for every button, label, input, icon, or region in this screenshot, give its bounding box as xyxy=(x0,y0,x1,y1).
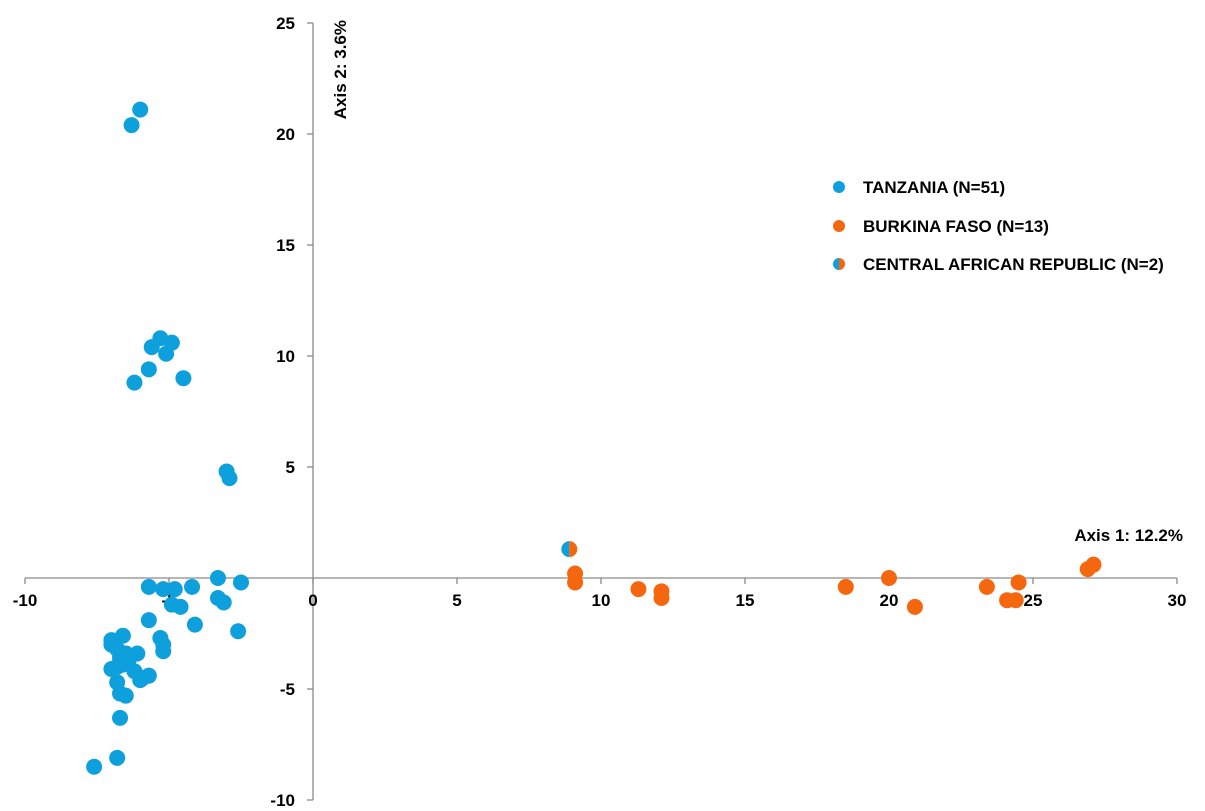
data-point xyxy=(166,581,183,598)
data-point xyxy=(567,574,584,591)
data-point xyxy=(209,570,226,586)
data-point-left-half xyxy=(561,541,570,558)
data-point xyxy=(221,470,238,487)
data-point xyxy=(109,749,126,766)
x-tick-label: 5 xyxy=(452,591,461,610)
data-point xyxy=(132,101,149,118)
legend-label: BURKINA FASO (N=13) xyxy=(863,217,1049,236)
x-tick-label: 0 xyxy=(308,591,317,610)
x-tick-label: 30 xyxy=(1168,591,1187,610)
data-point xyxy=(978,578,995,595)
axes xyxy=(24,22,1178,801)
x-tick-label: 15 xyxy=(736,591,755,610)
legend-marker xyxy=(833,181,845,193)
y-tick-label: 10 xyxy=(276,347,295,366)
data-point xyxy=(155,581,172,598)
legend-label: TANZANIA (N=51) xyxy=(863,178,1005,197)
y-tick-labels: 25 20 15 10 5 -5 -10 xyxy=(270,14,295,810)
y-axis-title: Axis 2: 3.6% xyxy=(331,20,350,119)
data-point xyxy=(184,578,201,595)
legend-marker xyxy=(833,258,845,270)
x-axis-title: Axis 1: 12.2% xyxy=(1074,526,1183,545)
legend: TANZANIA (N=51) BURKINA FASO (N=13) CENTRA… xyxy=(833,178,1164,274)
data-point xyxy=(1010,574,1027,591)
data-point xyxy=(123,117,140,134)
data-point xyxy=(175,370,192,387)
legend-item: BURKINA FASO (N=13) xyxy=(833,217,1049,236)
data-point-right-half xyxy=(839,258,845,270)
data-point xyxy=(140,612,157,629)
data-point xyxy=(630,581,647,598)
data-point-right-half xyxy=(569,541,578,558)
y-tick-label: 25 xyxy=(276,14,295,33)
data-point xyxy=(230,623,247,640)
data-point xyxy=(86,758,103,775)
data-point xyxy=(172,598,189,615)
legend-item: CENTRAL AFRICAN REPUBLIC (N=2) xyxy=(833,255,1164,274)
data-point xyxy=(140,361,157,378)
x-tick-label: 20 xyxy=(880,591,899,610)
y-tick-label: 15 xyxy=(276,236,295,255)
x-tick-label: -10 xyxy=(13,591,38,610)
y-tick-label: 5 xyxy=(286,458,295,477)
data-point xyxy=(117,687,134,704)
data-point xyxy=(103,661,120,678)
data-point xyxy=(215,594,232,611)
data-point xyxy=(186,616,203,633)
data-point xyxy=(881,570,897,586)
data-point xyxy=(233,574,249,591)
data-point xyxy=(140,578,157,595)
legend-label: CENTRAL AFRICAN REPUBLIC (N=2) xyxy=(863,255,1164,274)
data-point xyxy=(906,598,923,615)
legend-marker xyxy=(833,220,845,232)
x-tick-labels: -10-5051015202530 xyxy=(13,591,1187,610)
y-tick-label: 20 xyxy=(276,125,295,144)
data-point-left-half xyxy=(833,258,839,270)
data-point xyxy=(143,339,160,356)
data-point xyxy=(1007,592,1024,609)
y-tick-label: -10 xyxy=(270,791,295,810)
legend-item: TANZANIA (N=51) xyxy=(833,178,1005,197)
data-point xyxy=(653,589,670,606)
data-point xyxy=(126,374,143,391)
data-point xyxy=(132,672,149,689)
data-point xyxy=(112,709,129,726)
data-point xyxy=(837,578,854,595)
y-tick-label: -5 xyxy=(280,680,295,699)
x-tick-label: 10 xyxy=(592,591,611,610)
data-point xyxy=(1085,556,1102,573)
x-tick-label: 25 xyxy=(1024,591,1043,610)
data-point xyxy=(561,541,578,558)
data-points xyxy=(86,101,1102,775)
data-point xyxy=(155,643,172,660)
data-point xyxy=(158,345,175,362)
